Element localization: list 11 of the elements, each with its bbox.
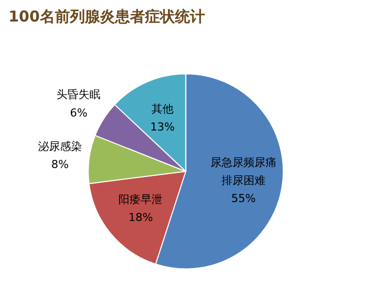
slice-label: 阳痿早泄	[118, 192, 163, 206]
slice-label: 泌尿感染	[38, 140, 82, 153]
data-label: 13%	[150, 120, 175, 134]
data-label: 8%	[51, 158, 69, 172]
data-label: 18%	[128, 211, 153, 224]
data-label: 6%	[70, 106, 88, 120]
slice-label: 头昏失眠	[56, 88, 101, 102]
chart-title: 100名前列腺炎患者症状统计	[8, 8, 205, 26]
data-label: 55%	[231, 192, 256, 206]
slice-label: 其他	[152, 102, 174, 116]
slice-label: 尿急尿频尿痛排尿困难	[210, 156, 277, 187]
